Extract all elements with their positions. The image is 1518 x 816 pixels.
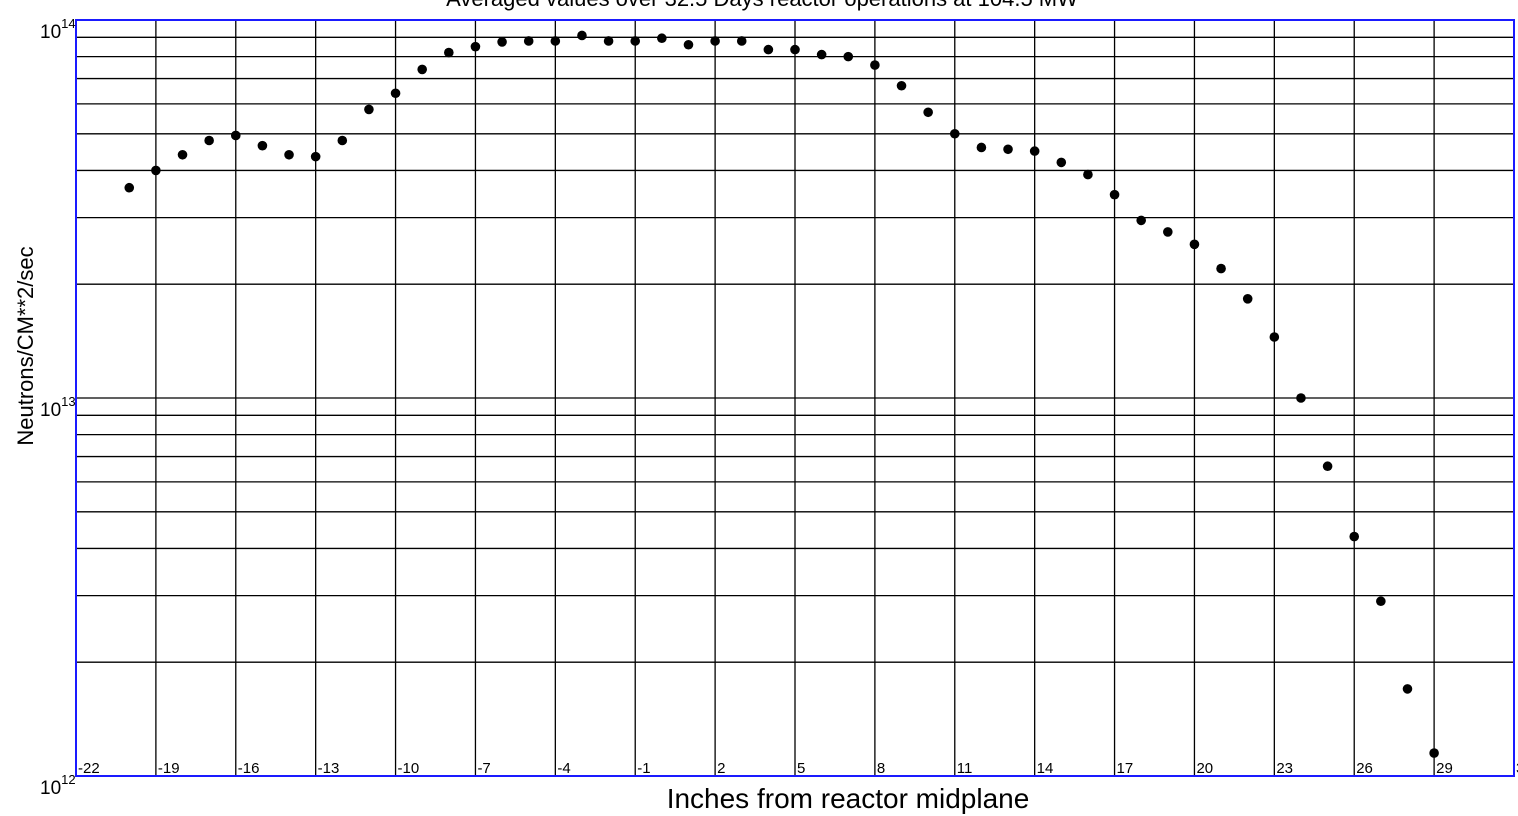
data-point [1029,146,1040,156]
y-tick-label: 1014 [40,16,76,43]
grid [76,19,1514,777]
data-point [657,33,667,44]
data-point [630,36,641,46]
data-points [124,30,1439,758]
data-point [870,60,880,70]
data-point [364,104,374,115]
x-tick-label: 26 [1356,760,1373,777]
data-point [1163,227,1173,237]
data-point [1083,169,1093,180]
y-tick-label: 1012 [40,772,76,799]
data-point [417,64,427,75]
data-point [1242,293,1253,304]
data-point [736,36,747,46]
data-point [1056,157,1067,168]
data-point [790,44,800,55]
x-tick-label: -13 [318,760,340,777]
x-tick-label: 11 [957,760,973,777]
data-point [337,135,348,146]
x-tick-label: 23 [1276,760,1293,777]
data-point [577,30,587,41]
data-point [1136,215,1146,226]
data-point [896,80,907,91]
data-point [1109,189,1120,200]
data-point [257,140,268,151]
x-tick-label: 20 [1196,760,1213,777]
data-point [923,107,933,118]
data-point [284,149,294,160]
data-point [710,36,720,46]
x-tick-label: 2 [717,760,725,777]
data-point [444,47,454,58]
data-point [603,36,614,46]
data-point [204,135,214,146]
data-point [390,88,401,99]
data-point [550,36,561,46]
x-axis-label: Inches from reactor midplane [667,783,1030,814]
data-point [1189,239,1200,250]
data-point [1402,684,1413,694]
x-tick-label: -10 [398,760,420,777]
data-point [124,182,135,193]
x-tick-label: 8 [877,760,885,777]
data-point [1322,461,1333,472]
data-point [230,130,241,141]
data-point [1003,144,1013,155]
data-point [1349,531,1360,542]
data-point [151,165,161,176]
x-tick-label: 5 [797,760,805,777]
x-tick-label: 32 [1516,760,1518,777]
data-point [1429,748,1439,758]
chart-title: Averaged values over 32.5 Days reactor o… [446,0,1078,11]
data-point [177,149,188,160]
data-point [1296,393,1306,403]
plot-frame [75,19,1515,777]
x-tick-label: 17 [1117,760,1134,777]
y-tick-label: 1013 [40,394,76,421]
y-axis-label: Neutrons/CM**2/sec [13,246,38,445]
data-point [763,44,774,55]
x-tick-label: -16 [238,760,260,777]
y-tick-labels: 1014 1013 1012 [40,16,76,799]
data-point [683,39,694,50]
x-tick-labels: -22 -19 -16 -13 -10 -7 -4 -1 2 5 8 11 14 17 20 23 26 29 32 [78,760,1518,777]
x-tick-label: -4 [557,760,570,777]
x-tick-label: -19 [158,760,180,777]
x-tick-label: -1 [637,760,650,777]
data-point [843,51,854,62]
data-point [470,41,481,52]
data-point [1216,263,1226,274]
data-point [1269,332,1280,342]
x-tick-label: 14 [1037,760,1054,777]
data-point [497,37,507,47]
data-point [1376,596,1386,607]
x-tick-label: 29 [1436,760,1453,777]
x-tick-label: -7 [477,760,490,777]
data-point [976,142,987,153]
data-point [523,36,534,46]
x-tick-label: -22 [78,760,100,777]
data-point [816,49,827,60]
data-point [949,128,960,139]
data-point [310,151,321,162]
